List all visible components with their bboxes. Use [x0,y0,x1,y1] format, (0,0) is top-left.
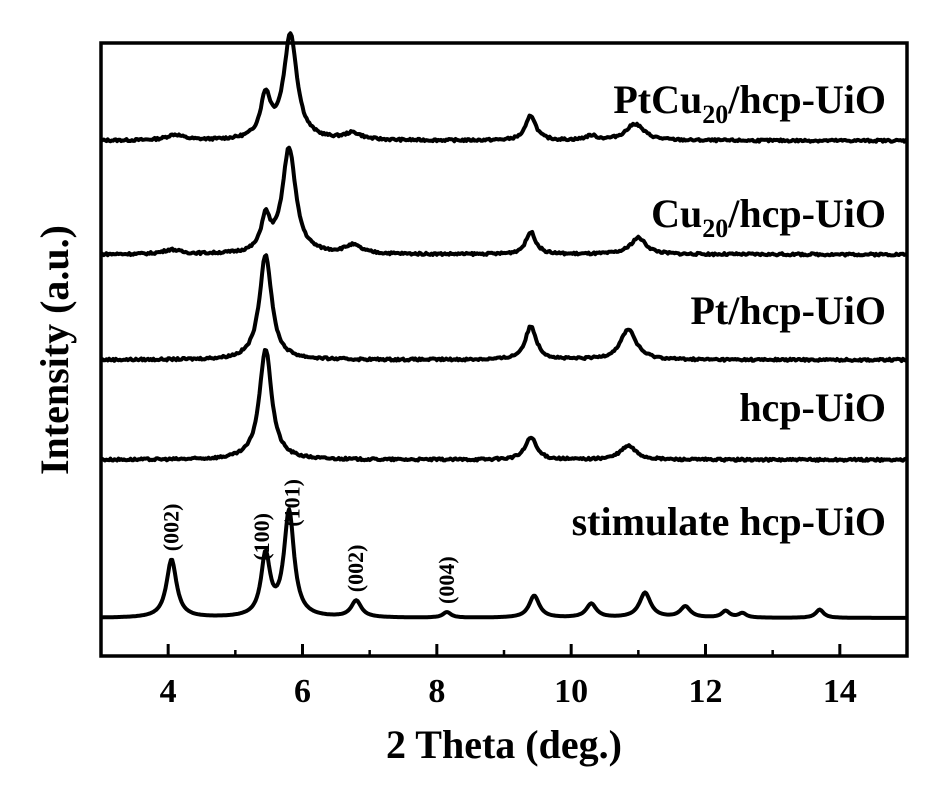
x-tick-label: 14 [823,673,857,710]
peak-label: (101) [279,479,304,527]
series-line [100,507,908,620]
series-line [100,31,909,144]
series-labels: PtCu20/hcp-UiO Cu20/hcp-UiO Pt/hcp-UiO hcp-… [572,77,886,544]
x-tick-label: 12 [689,673,723,710]
curves [99,31,909,620]
peak-label: (004) [434,556,459,604]
plot-frame [99,41,909,658]
x-axis-title: 2 Theta (deg.) [386,722,622,767]
x-tick-label: 4 [160,673,177,710]
series-label: hcp-UiO [739,385,886,430]
series-line [99,348,909,463]
x-tick-label: 10 [554,673,588,710]
series-line [100,145,908,258]
x-tick-label: 8 [428,673,445,710]
series-label: Pt/hcp-UiO [690,288,886,333]
y-axis-title: Intensity (a.u.) [32,225,77,475]
x-tick-label: 6 [294,673,311,710]
series-line [100,253,908,363]
x-ticks: 4 6 8 10 12 14 [99,644,909,710]
peak-label: (002) [159,504,184,552]
peak-label: (100) [249,513,274,561]
peak-label: (002) [343,545,368,593]
series-label: Cu20/hcp-UiO [651,191,886,243]
peak-labels: (002) (100)(101) (002) (004) [159,479,459,604]
series-label: stimulate hcp-UiO [572,499,886,544]
series-label: PtCu20/hcp-UiO [613,77,886,129]
